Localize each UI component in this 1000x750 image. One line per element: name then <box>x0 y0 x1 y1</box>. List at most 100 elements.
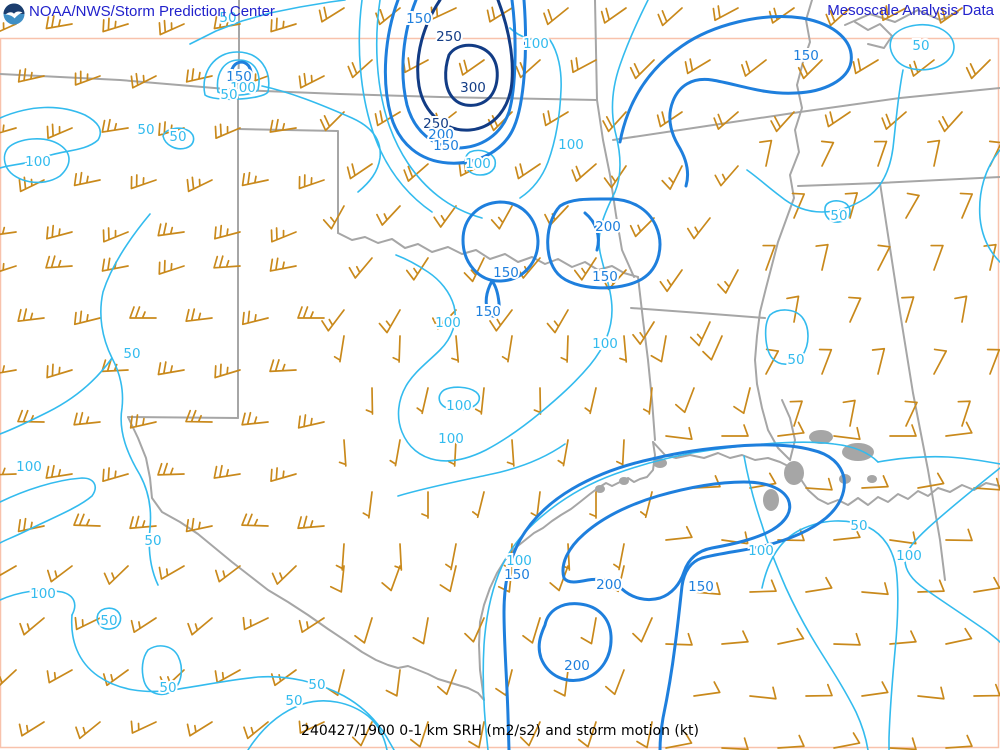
wind-barb-glyph <box>889 531 917 545</box>
wind-barb <box>102 467 129 483</box>
contour-line-100 <box>375 0 483 219</box>
wind-barb <box>820 140 835 167</box>
wind-barb-glyph <box>871 347 886 375</box>
wind-barb-glyph <box>833 732 861 749</box>
state-border <box>127 416 485 701</box>
wind-barb <box>73 411 101 426</box>
wind-barb-glyph <box>472 491 485 519</box>
wind-barb <box>945 734 973 749</box>
wind-barb-glyph <box>973 477 1000 491</box>
wind-barb-glyph <box>600 7 627 24</box>
wind-barb <box>904 400 918 427</box>
wind-barb <box>389 439 401 467</box>
wind-barb <box>880 5 907 22</box>
wind-barb <box>665 426 693 441</box>
wind-barb-glyph <box>45 15 73 30</box>
wind-barb-glyph <box>394 543 403 571</box>
wind-barb <box>749 686 777 700</box>
wind-barb-glyph <box>820 140 835 167</box>
wind-barb-glyph <box>797 59 823 80</box>
wind-barb-glyph <box>577 721 597 748</box>
wind-barb-glyph <box>365 387 374 415</box>
wind-barb-glyph <box>557 439 569 467</box>
wind-barb-glyph <box>242 70 269 86</box>
wind-barb-glyph <box>389 439 401 467</box>
wind-barb <box>243 721 269 740</box>
wind-barb-glyph <box>319 111 345 132</box>
wind-barb <box>881 111 907 130</box>
wind-barb-glyph <box>129 414 157 429</box>
wind-barb-glyph <box>333 335 345 363</box>
contour-label: 150 <box>592 269 618 285</box>
contour-line-150 <box>383 0 528 165</box>
wind-barb <box>269 118 297 133</box>
wind-barb-glyph <box>815 243 829 271</box>
wind-barb <box>385 669 401 697</box>
contour-line-200 <box>537 602 613 682</box>
wind-barb-glyph <box>269 257 297 272</box>
wind-barb <box>741 59 767 77</box>
map-caption: 240427/1900 0-1 km SRH (m2/s2) and storm… <box>301 723 699 739</box>
wind-barb <box>616 439 625 467</box>
wind-barb <box>797 59 823 80</box>
wind-barb-glyph <box>777 421 805 437</box>
wind-barb-glyph <box>374 110 401 127</box>
contour-label: 150 <box>433 138 459 154</box>
wind-barb-glyph <box>833 632 861 646</box>
wind-barb <box>721 737 749 750</box>
wind-barb <box>577 721 597 748</box>
wind-barb <box>130 174 157 190</box>
wind-barb <box>983 243 997 271</box>
wind-barb-glyph <box>270 669 297 687</box>
wind-barb <box>436 669 457 696</box>
wind-barb <box>329 565 345 593</box>
wind-barb-glyph <box>17 409 45 423</box>
contour-label: 100 <box>896 548 922 564</box>
wind-barb-glyph <box>945 528 973 542</box>
wind-barb-glyph <box>603 165 627 189</box>
wind-barb <box>506 439 515 467</box>
wind-barb <box>45 464 73 479</box>
contour-line-100 <box>0 106 102 169</box>
wind-barb-glyph <box>439 565 457 593</box>
contour-line-50 <box>189 0 346 45</box>
contour-line-300 <box>444 43 499 107</box>
wind-barb <box>602 111 627 133</box>
wind-barb-glyph <box>702 335 723 361</box>
wind-barb <box>749 579 777 593</box>
wind-barb-glyph <box>0 222 17 237</box>
wind-barb-glyph <box>986 348 1000 375</box>
wind-barb <box>269 257 297 272</box>
wind-barb-glyph <box>833 525 861 541</box>
wind-barb-glyph <box>102 467 129 483</box>
wind-barb <box>818 348 833 375</box>
wind-barb-glyph <box>632 321 655 345</box>
wind-barb <box>185 517 213 533</box>
wind-barb-glyph <box>770 111 795 133</box>
lake <box>595 485 605 493</box>
contour-label: 250 <box>436 29 462 45</box>
wind-barb-glyph <box>19 617 45 636</box>
wind-barb-glyph <box>881 111 907 130</box>
wind-barb-glyph <box>684 58 711 75</box>
wind-barb-glyph <box>714 165 739 187</box>
wind-barb-glyph <box>241 513 269 527</box>
wind-barb <box>861 582 889 596</box>
wind-barb <box>102 17 129 33</box>
wind-barb <box>661 165 683 191</box>
wind-barb-glyph <box>74 70 101 86</box>
wind-barb-glyph <box>665 426 693 441</box>
contour-label: 50 <box>830 208 847 224</box>
wind-barb-glyph <box>589 491 597 519</box>
wind-barb <box>945 421 973 437</box>
wind-barb <box>514 163 541 180</box>
wind-barb <box>600 7 627 24</box>
wind-barb <box>421 491 429 519</box>
wind-barb-glyph <box>412 617 429 645</box>
wind-barb <box>0 669 17 689</box>
contour-line-100 <box>3 138 70 184</box>
wind-barb <box>214 669 241 684</box>
wind-barb-glyph <box>522 617 541 644</box>
